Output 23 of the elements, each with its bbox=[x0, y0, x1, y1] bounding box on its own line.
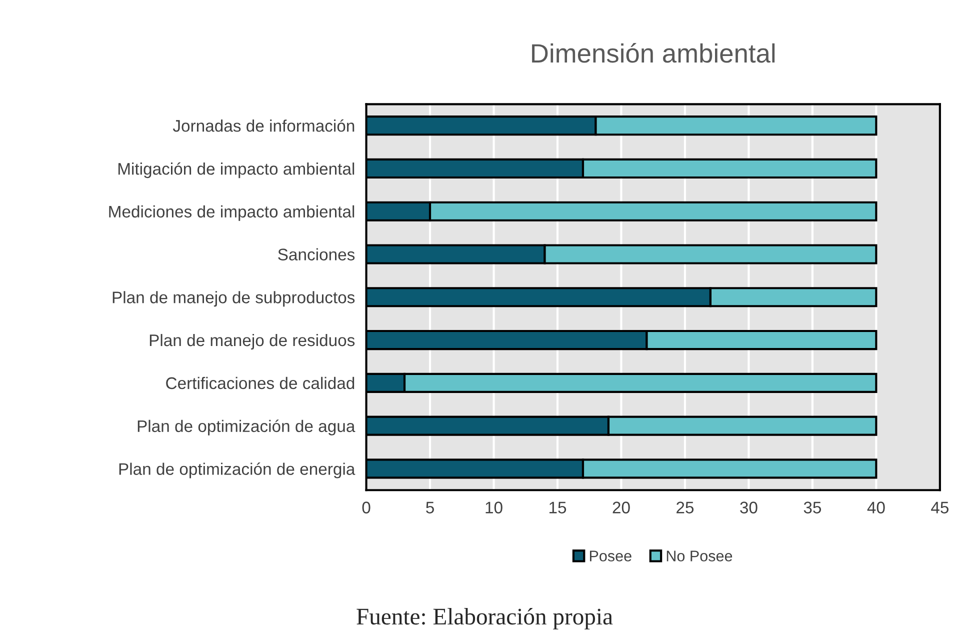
y-tick-label: Jornadas de información bbox=[172, 119, 354, 132]
legend-label: No Posee bbox=[666, 550, 732, 562]
source-note: Fuente: Elaboración propia bbox=[356, 608, 613, 630]
y-tick-label: Plan de optimización de energia bbox=[119, 462, 356, 478]
y-tick-label: Mediciones de impacto ambiental bbox=[109, 205, 354, 221]
x-tick-label: 30 bbox=[740, 502, 758, 514]
x-tick-label: 15 bbox=[550, 502, 566, 514]
y-tick-label: Certificaciones de calidad bbox=[166, 376, 354, 390]
x-tick-label: 10 bbox=[486, 502, 502, 514]
x-tick-label: 0 bbox=[362, 502, 370, 514]
y-tick-label: Plan de optimización de agua bbox=[138, 420, 356, 436]
chart-title: Dimensión ambiental bbox=[532, 43, 775, 63]
y-tick-label: Sanciones bbox=[278, 248, 355, 260]
legend-label: Posee bbox=[590, 550, 632, 562]
x-tick-label: 25 bbox=[676, 502, 694, 514]
x-tick-label: 5 bbox=[426, 502, 434, 514]
x-tick-label: 40 bbox=[867, 502, 885, 514]
y-tick-label: Plan de manejo de residuos bbox=[150, 334, 355, 350]
x-tick-label: 45 bbox=[931, 502, 948, 514]
x-tick-label: 20 bbox=[612, 502, 630, 514]
y-tick-label: Plan de manejo de subproductos bbox=[112, 291, 355, 307]
y-tick-label: Mitigación de impacto ambiental bbox=[118, 162, 354, 178]
x-tick-label: 35 bbox=[804, 502, 822, 514]
